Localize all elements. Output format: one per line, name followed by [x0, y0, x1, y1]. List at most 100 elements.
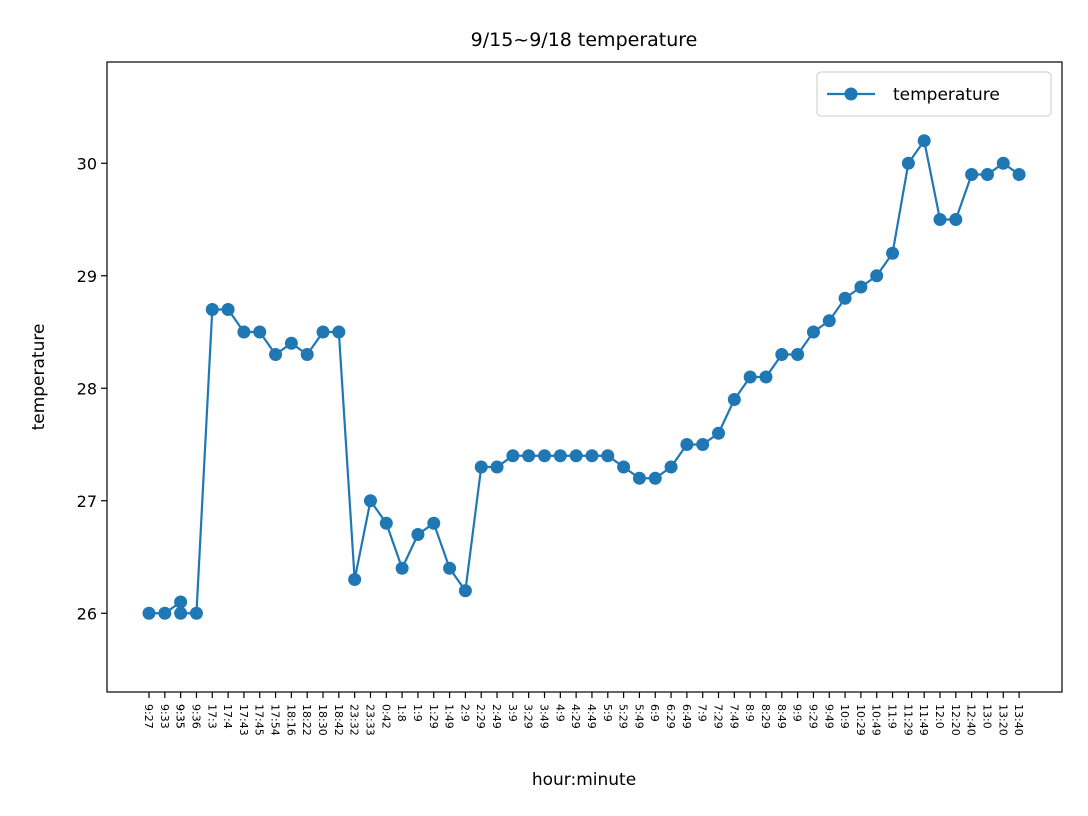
- x-tick-label: 18:16: [284, 704, 297, 736]
- marker: [601, 449, 615, 463]
- marker: [490, 460, 504, 474]
- marker: [379, 516, 393, 530]
- x-tick-label: 3:9: [506, 704, 519, 722]
- marker: [901, 156, 915, 170]
- x-tick-label: 9:33: [158, 704, 171, 729]
- y-axis-label: temperature: [29, 324, 49, 431]
- marker: [585, 449, 599, 463]
- x-tick-label: 7:29: [712, 704, 725, 729]
- marker: [316, 325, 330, 339]
- x-tick-label: 13:20: [996, 704, 1009, 736]
- marker: [363, 494, 377, 508]
- x-tick-label: 11:9: [886, 704, 899, 729]
- legend-box: [816, 71, 1052, 117]
- marker: [348, 573, 362, 586]
- x-tick-label: 2:9: [458, 704, 471, 722]
- x-tick-label: 7:49: [727, 704, 740, 729]
- x-tick-label: 10:29: [854, 704, 867, 736]
- marker: [617, 460, 631, 474]
- x-tick-label: 10:49: [870, 704, 883, 736]
- x-tick-label: 5:49: [632, 704, 645, 729]
- x-tick-label: 11:49: [917, 704, 930, 736]
- marker: [142, 606, 156, 620]
- plot-frame: [106, 61, 1063, 693]
- x-tick-label: 0:42: [379, 704, 392, 729]
- marker: [474, 460, 488, 474]
- y-tick-label: 29: [77, 267, 97, 286]
- x-tick-label: 12:20: [949, 704, 962, 736]
- marker: [158, 606, 172, 620]
- x-tick-label: 10:9: [838, 704, 851, 729]
- marker: [980, 168, 994, 181]
- x-tick-label: 2:29: [474, 704, 487, 729]
- marker: [996, 156, 1010, 170]
- x-tick-label: 12:0: [933, 704, 946, 729]
- marker: [300, 348, 314, 361]
- x-tick-label: 6:9: [648, 704, 661, 722]
- marker: [174, 595, 188, 609]
- x-tick-label: 9:27: [142, 704, 155, 729]
- marker: [712, 426, 726, 440]
- x-tick-label: 8:29: [759, 704, 772, 729]
- marker: [806, 325, 820, 339]
- marker: [870, 269, 884, 283]
- x-tick-label: 7:9: [696, 704, 709, 722]
- marker: [759, 370, 773, 384]
- marker: [838, 291, 852, 305]
- x-tick-label: 9:49: [822, 704, 835, 729]
- marker: [189, 606, 203, 620]
- x-tick-label: 13:40: [1012, 704, 1025, 736]
- marker: [174, 606, 188, 620]
- marker: [443, 561, 457, 575]
- x-tick-label: 9:9: [791, 704, 804, 722]
- x-tick-label: 8:49: [775, 704, 788, 729]
- x-tick-label: 17:54: [269, 704, 282, 736]
- marker: [648, 471, 662, 485]
- x-tick-label: 6:29: [664, 704, 677, 729]
- legend-label: temperature: [893, 85, 1000, 105]
- marker: [933, 213, 947, 226]
- x-tick-label: 23:32: [348, 704, 361, 736]
- x-tick-label: 1:49: [443, 704, 456, 729]
- chart-title: 9/15~9/18 temperature: [471, 29, 698, 51]
- marker: [205, 303, 219, 316]
- marker: [949, 213, 963, 226]
- marker: [791, 348, 805, 361]
- x-tick-label: 5:9: [601, 704, 614, 722]
- x-tick-label: 12:40: [965, 704, 978, 736]
- x-tick-label: 17:4: [221, 704, 234, 729]
- marker: [727, 393, 741, 406]
- x-tick-label: 6:49: [680, 704, 693, 729]
- marker: [269, 348, 283, 361]
- marker: [427, 516, 441, 530]
- x-tick-label: 8:9: [743, 704, 756, 722]
- x-tick-label: 23:33: [363, 704, 376, 736]
- y-tick-label: 28: [77, 379, 97, 398]
- x-tick-label: 1:9: [411, 704, 424, 722]
- x-tick-label: 11:29: [901, 704, 914, 736]
- marker: [395, 561, 409, 575]
- x-tick-label: 17:45: [253, 704, 266, 736]
- marker: [284, 336, 298, 350]
- marker: [522, 449, 536, 463]
- x-tick-label: 17:43: [237, 704, 250, 736]
- marker: [411, 528, 425, 541]
- marker: [569, 449, 583, 463]
- y-tick-label: 27: [77, 492, 97, 511]
- x-tick-label: 1:8: [395, 704, 408, 722]
- marker: [237, 325, 251, 339]
- x-tick-label: 4:49: [585, 704, 598, 729]
- marker: [917, 134, 931, 148]
- marker: [221, 303, 235, 316]
- marker: [458, 584, 472, 598]
- x-tick-label: 18:22: [300, 704, 313, 736]
- x-axis-label: hour:minute: [532, 770, 636, 790]
- x-tick-label: 4:29: [569, 704, 582, 729]
- x-tick-label: 13:0: [980, 704, 993, 729]
- x-tick-label: 4:9: [553, 704, 566, 722]
- x-tick-label: 5:29: [617, 704, 630, 729]
- x-tick-label: 3:49: [538, 704, 551, 729]
- x-tick-label: 9:36: [189, 704, 202, 729]
